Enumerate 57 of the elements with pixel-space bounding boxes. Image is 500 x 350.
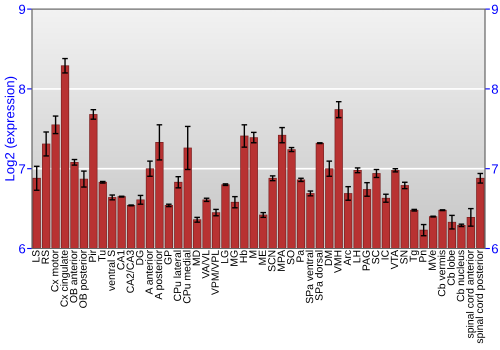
x-tick-label: spinal cord anterior [466, 250, 476, 338]
x-tick-label: Tu [98, 250, 106, 262]
x-tick-label: A posterior [154, 250, 164, 300]
x-tick-label: LG [220, 250, 228, 263]
x-tick-label: SPa ventral [306, 250, 314, 304]
x-tick-label: SCN [268, 250, 276, 272]
x-tick-label: CA2/CA3 [126, 250, 134, 293]
x-tick-label: A anterior [145, 250, 153, 294]
x-tick-label: GP [164, 250, 172, 264]
x-tick-label: RS [42, 250, 49, 264]
x-tick-label: Hb [239, 250, 248, 262]
y2-tick-label: 9 [492, 4, 498, 14]
x-tick-label: Cb vermis [438, 250, 446, 296]
x-tick-label: LH [353, 250, 360, 262]
x-tick-label: Pa [296, 250, 304, 262]
x-tick-label: Pir [88, 250, 96, 262]
y-tick-label: 8 [18, 84, 26, 94]
y-tick-label: 7 [19, 164, 26, 174]
x-tick-label: MG [230, 250, 238, 266]
x-tick-label: MD [192, 250, 200, 266]
x-tick-label: DM [324, 250, 332, 266]
x-tick-label: PAG [362, 250, 370, 270]
x-tick-label: SC [372, 250, 380, 264]
x-tick-label: CPu lateral [173, 250, 182, 301]
x-tick-label: VA/VL [202, 250, 210, 279]
x-tick-label: VTA [390, 250, 398, 270]
x-tick-label: CPu medial [182, 250, 191, 304]
x-tick-label: Cx cingulate [60, 250, 70, 307]
x-tick-label: IC [381, 250, 389, 260]
x-tick-label: Cb nucleus [456, 250, 464, 302]
x-tick-label: Cx motor [51, 250, 58, 292]
x-tick-label: SN [400, 250, 408, 264]
x-tick-label: VPM/VPL [211, 250, 219, 295]
y-axis-title: Log2 (expression) [4, 76, 18, 181]
x-tick-label: MVe [428, 250, 436, 270]
x-tick-label: OB anterior [70, 250, 78, 303]
y2-tick-label: 7 [492, 164, 498, 174]
x-tick-label: SPa dorsal [314, 250, 323, 300]
x-tick-label: Tg [410, 250, 420, 262]
x-tick-label: LS [32, 250, 40, 262]
x-tick-label: DG [136, 250, 144, 265]
x-tick-label: Arc [344, 250, 351, 266]
x-tick-label: Pn [419, 250, 426, 262]
y2-tick-label: 6 [492, 244, 498, 254]
x-tick-label: OB posterior [79, 250, 89, 308]
x-tick-label: VMH [334, 250, 342, 273]
x-tick-label: SO [286, 250, 294, 264]
x-tick-label: MPA [278, 250, 285, 271]
x-tick-label: ventral S [107, 250, 116, 291]
x-tick-label: Cb lobe [447, 250, 455, 286]
y-tick-label: 9 [19, 4, 26, 14]
x-tick-label: spinal cord posterior [475, 250, 486, 344]
y2-tick-label: 8 [492, 84, 498, 94]
x-tick-label: M [249, 250, 256, 258]
x-tick-label: CA1 [117, 250, 124, 270]
x-tick-label: ME [258, 250, 266, 265]
y-tick-label: 6 [19, 244, 26, 254]
